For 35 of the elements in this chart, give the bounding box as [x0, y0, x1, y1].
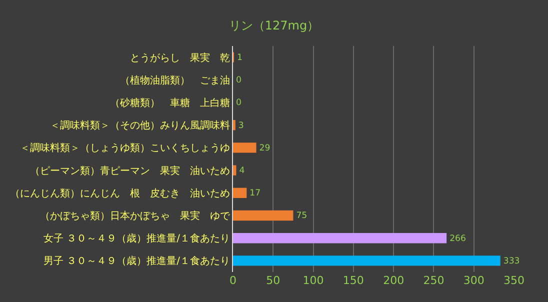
data-label: 266 [450, 234, 466, 244]
y-tick-label: ＜調味料類＞（その他）みりん風調味料 [50, 120, 230, 132]
y-tick-label: （にんじん類）にんじん 根 皮むき 油いため [10, 187, 230, 200]
bar [233, 188, 247, 198]
x-tick-label: 50 [266, 274, 280, 287]
x-tick-label: 300 [463, 274, 484, 287]
data-label: 0 [236, 98, 242, 108]
y-tick-label: とうがらし 果実 乾 [130, 52, 230, 64]
x-tick-label: 0 [230, 274, 236, 287]
bar [233, 256, 500, 266]
bar [233, 210, 294, 221]
data-label: 4 [239, 166, 245, 176]
data-label: 3 [238, 120, 244, 131]
data-label: 17 [250, 188, 261, 199]
x-tick-label: 250 [423, 274, 444, 287]
data-label: 1 [237, 53, 242, 64]
x-tick-label: 100 [302, 274, 324, 287]
data-label: 29 [259, 143, 270, 154]
bar [233, 142, 256, 153]
x-tick-label: 200 [383, 274, 404, 287]
y-tick-label: 男子 ３０～４９（歳）推進量/１食あたり [43, 255, 230, 268]
y-tick-label: （かぼちゃ類）日本かぼちゃ 果実 ゆで [40, 210, 231, 222]
x-tick-label: 350 [504, 274, 524, 287]
data-label: 333 [503, 256, 520, 266]
y-tick-label: ＜調味料類＞（しょうゆ類）こいくちしょうゆ [20, 142, 230, 154]
y-tick-label: （砂糖類） 車糖 上白糖 [110, 97, 230, 109]
chart-title: リン（127mg） [228, 18, 320, 33]
bar [233, 233, 447, 244]
data-label: 75 [296, 211, 308, 222]
y-tick-label: （ピーマン類）青ピーマン 果実 油いため [30, 164, 230, 177]
y-tick-label: 女子 ３０～４９（歳）推進量/１食あたり [43, 232, 230, 245]
data-label: 0 [236, 76, 242, 86]
bar [233, 165, 236, 176]
y-tick-label: （植物油脂類） ごま油 [120, 74, 230, 86]
x-tick-label: 150 [342, 274, 364, 287]
